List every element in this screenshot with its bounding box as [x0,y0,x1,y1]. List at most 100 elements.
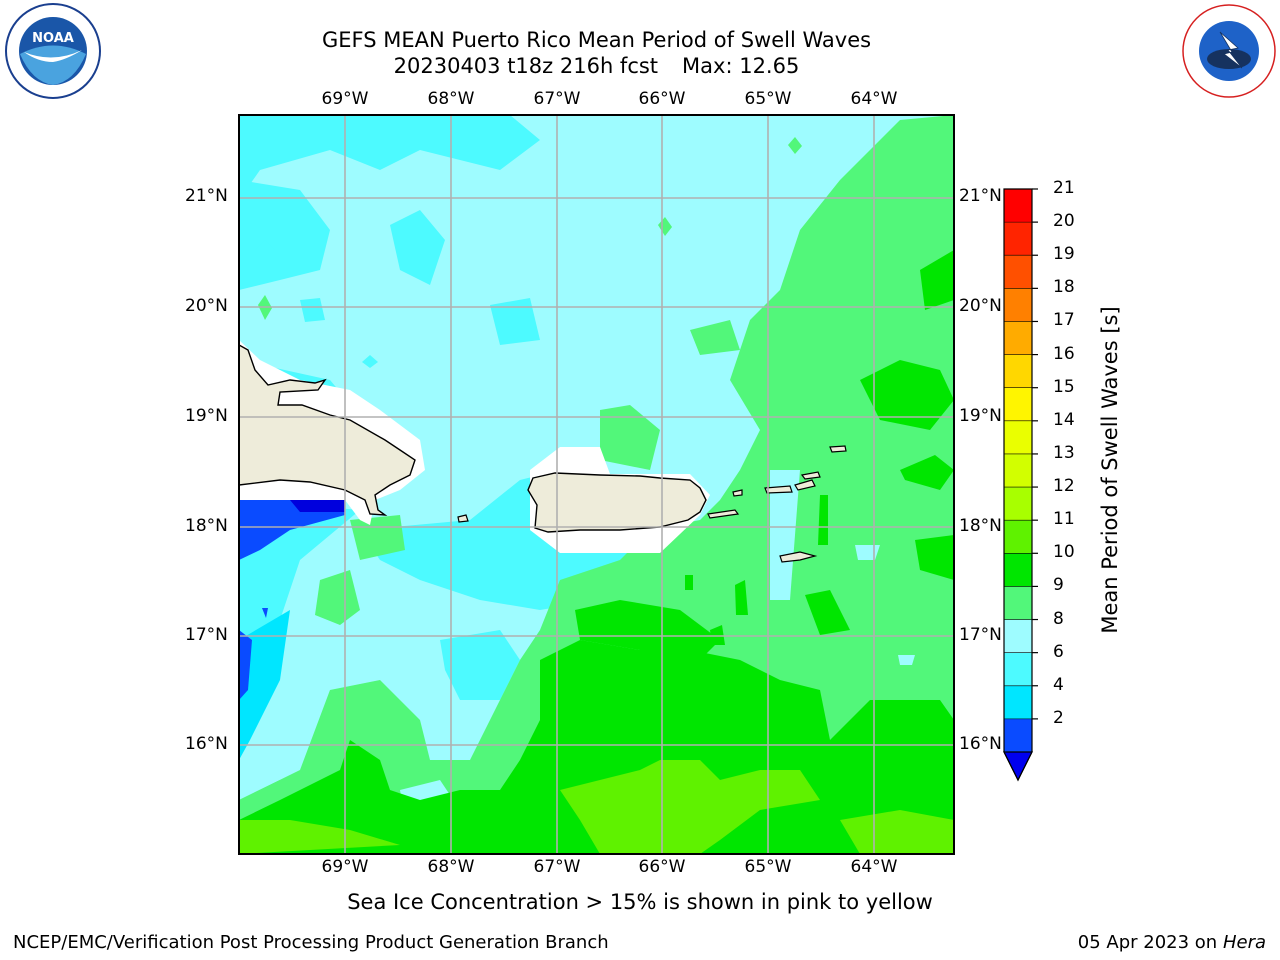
field-9-10-main [239,115,954,854]
colorbar-outline [1003,188,1033,782]
field-11-12 [239,820,400,854]
colorbar-tick-label: 9 [1053,575,1064,596]
field-9-10-north-pr [600,405,660,470]
footer-credit: NCEP/EMC/Verification Post Processing Pr… [13,932,609,953]
lat-label-right-20: 20°N [959,296,1002,316]
colorbar-tick-label: 19 [1053,244,1075,265]
colorbar-tick-label: 20 [1053,211,1075,232]
lon-label-bottom-64: 64°W [850,857,898,877]
lat-label-right-21: 21°N [959,186,1002,206]
lon-label-top-67: 67°W [533,89,581,109]
colorbar-swatch [1004,487,1032,521]
colorbar-swatch [1004,619,1032,654]
lon-label-bottom-65: 65°W [744,857,792,877]
footer-date-text: 05 Apr 2023 on [1077,932,1218,953]
field-6-8-left [239,180,330,290]
colorbar-swatch [1004,255,1032,289]
lon-label-bottom-67: 67°W [533,857,581,877]
virgin-islands [764,485,793,494]
field-6-8-south [440,630,520,700]
colorbar-tick-label: 2 [1053,707,1064,728]
colorbar-swatch [1004,387,1032,422]
lat-label-right-19: 19°N [959,406,1002,426]
colorbar-tick-label: 12 [1053,476,1075,497]
field-8-9-pocket [770,470,800,600]
lon-label-top-64: 64°W [850,89,898,109]
colorbar-label-text: Mean Period of Swell Waves [s] [1098,306,1122,634]
hispaniola-land [239,344,416,516]
colorbar-swatch [1004,586,1032,621]
colorbar-swatch [1004,652,1032,687]
colorbar-tick-label: 16 [1053,343,1075,364]
noaa-logo-graphic: NOAA [5,3,101,99]
colorbar-swatch [1004,718,1032,753]
lon-label-top-68: 68°W [427,89,475,109]
lat-label-right-18: 18°N [959,516,1002,536]
field-6-8-blob2 [490,298,540,345]
lon-label-top-66: 66°W [638,89,686,109]
coast-mask-hispaniola [239,340,425,525]
lat-label-left-18: 18°N [185,516,228,536]
map-frame [238,114,955,855]
field-8-9-base [239,115,954,854]
colorbar-tick-label: 10 [1053,542,1075,563]
lat-label-right-16: 16°N [959,734,1002,754]
lon-label-top-69: 69°W [321,89,369,109]
lat-label-left-17: 17°N [185,625,228,645]
colorbar-tick-label: 6 [1053,641,1064,662]
mona-island [457,514,469,523]
anegada-island [829,445,847,453]
field-6-8-hispaniola [239,360,380,500]
chart-title: GEFS MEAN Puerto Rico Mean Period of Swe… [0,27,1193,79]
field-10-11-east [860,360,954,430]
colorbar-tick-label: 14 [1053,409,1075,430]
lat-label-left-16: 16°N [185,734,228,754]
coast-mask-pr [530,447,710,553]
field-2-4 [239,500,345,560]
colorbar-tick-label: 18 [1053,277,1075,298]
title-line-2: 20230403 t18z 216h fcst Max: 12.65 [0,53,1193,79]
colorbar-extend-arrow [1003,751,1033,782]
field-6-8-top [239,115,540,200]
colorbar-tick-label: 8 [1053,608,1064,629]
field-6-8-mona [360,470,650,610]
noaa-logo: NOAA [4,2,102,100]
colorbar-swatch [1004,189,1032,223]
graticule [239,115,954,854]
vieques-island [707,509,740,519]
lat-label-left-20: 20°N [185,296,228,316]
colorbar-swatch [1004,321,1032,356]
swell-period-field [239,115,954,854]
colorbar-swatch [1004,420,1032,455]
colorbar-tick-label: 15 [1053,376,1075,397]
colorbar-tick-label: 11 [1053,509,1075,530]
colorbar-swatch [1004,520,1032,554]
nws-logo [1180,2,1278,100]
noaa-logo-text: NOAA [32,31,74,46]
field-10-11-south [239,640,954,854]
colorbar-swatch [1004,354,1032,389]
colorbar-swatch [1004,553,1032,587]
lat-label-left-21: 21°N [185,186,228,206]
colorbar-tick-label: 13 [1053,442,1075,463]
colorbar-swatch [1004,222,1032,256]
sea-ice-note: Sea Ice Concentration > 15% is shown in … [347,890,933,914]
title-line-1: GEFS MEAN Puerto Rico Mean Period of Swe… [321,28,872,52]
field-6-8-blob1 [390,210,445,285]
footer-machine: Hera [1222,932,1266,953]
run-info: 20230403 t18z 216h fcst [393,54,659,78]
max-value: Max: 12.65 [682,54,800,78]
colorbar-tick-label: 17 [1053,310,1075,331]
colorbar-swatch [1004,453,1032,488]
field-4-6 [239,610,290,760]
nws-logo-graphic [1182,4,1276,98]
colorbar [1003,188,1038,782]
lon-label-top-65: 65°W [744,89,792,109]
colorbar-tick-label: 4 [1053,674,1064,695]
lon-label-bottom-68: 68°W [427,857,475,877]
lon-label-bottom-69: 69°W [321,857,369,877]
st-croix-island [779,551,818,563]
lon-label-bottom-66: 66°W [638,857,686,877]
puerto-rico-land [527,472,707,533]
